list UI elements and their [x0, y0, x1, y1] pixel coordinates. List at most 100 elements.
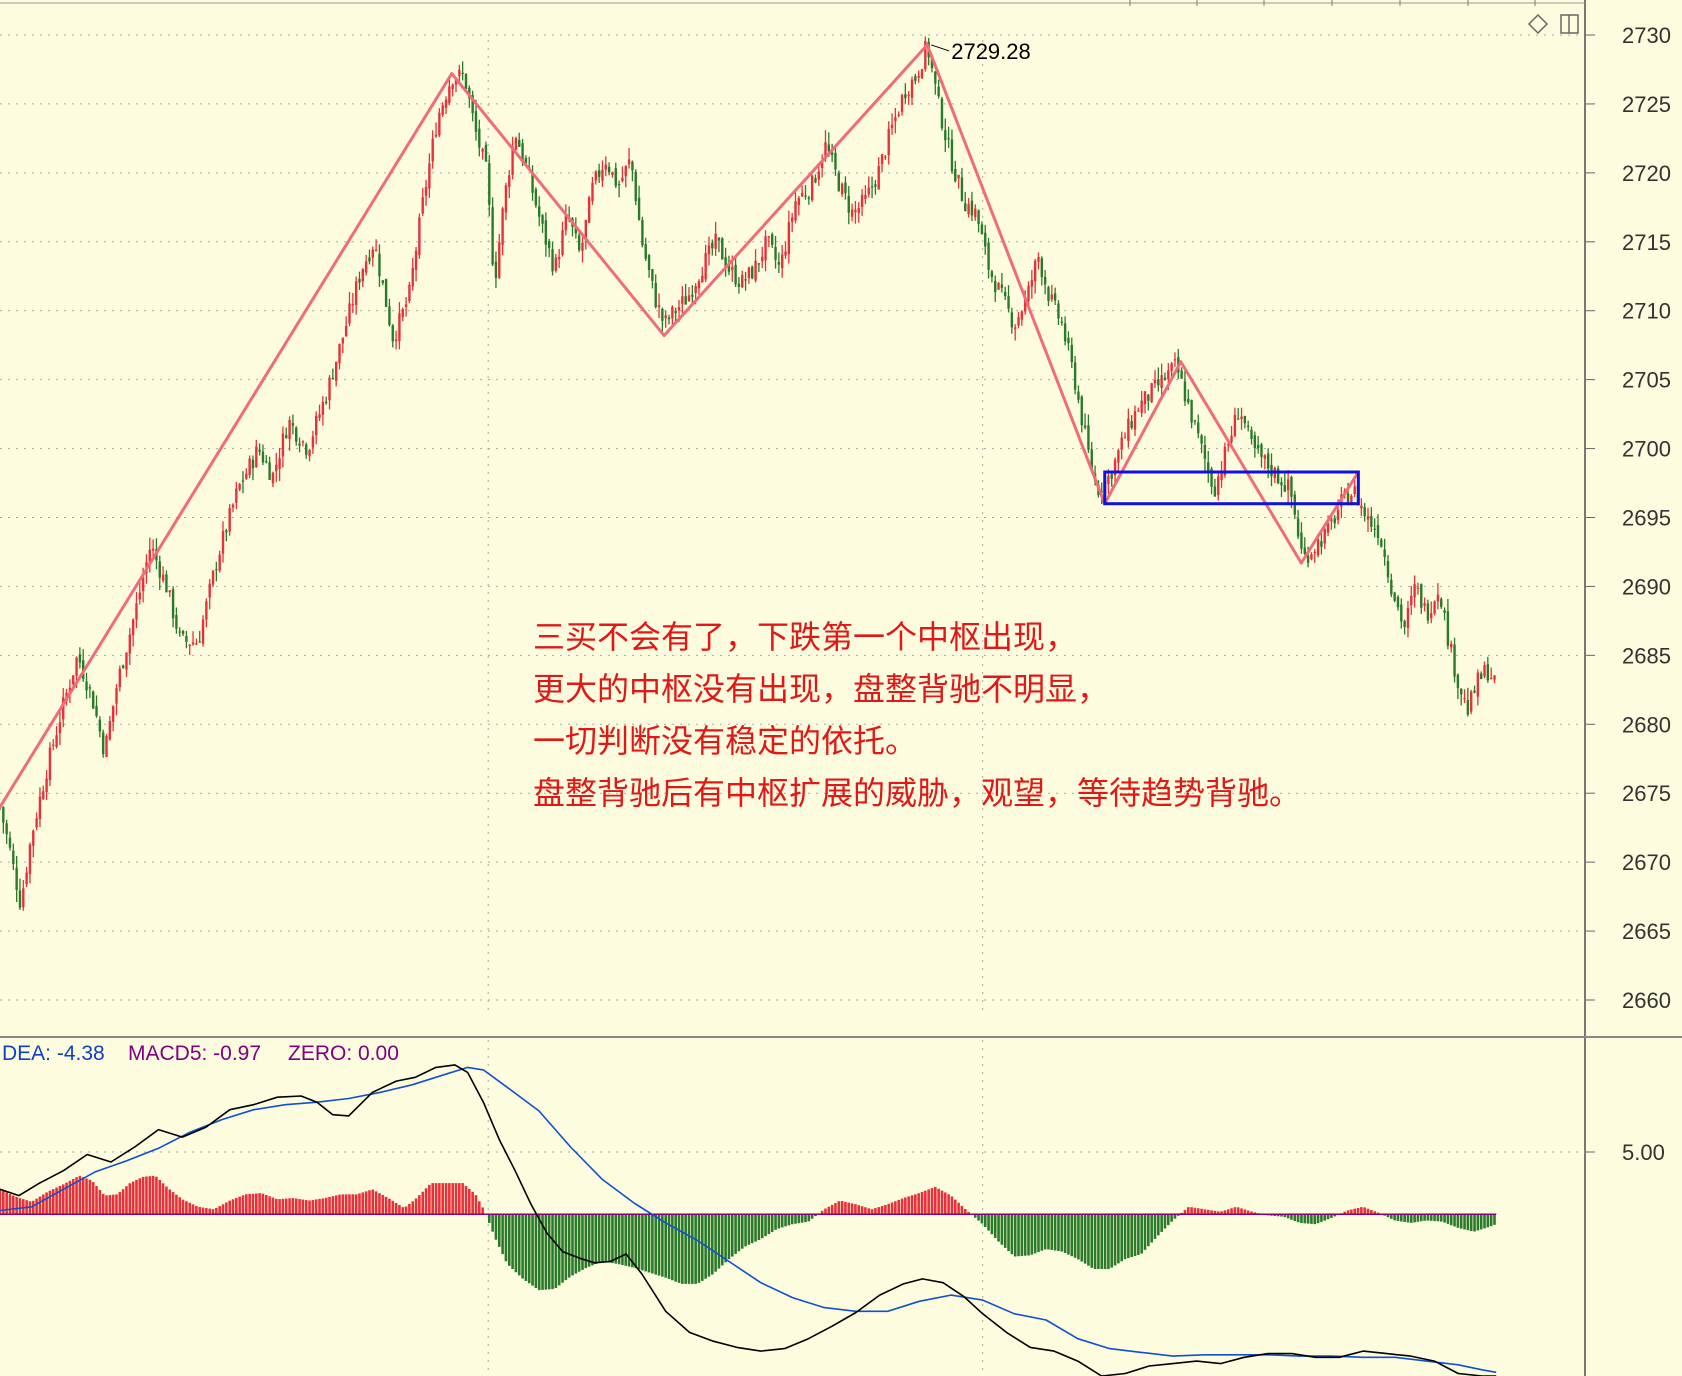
candle-body	[1250, 429, 1253, 439]
zigzag-strokes	[0, 43, 1360, 809]
candle-body	[704, 253, 707, 280]
candle-body	[1000, 284, 1004, 288]
candle-body	[1077, 391, 1080, 400]
candle-body	[421, 197, 424, 214]
candle-body	[1310, 554, 1313, 560]
candle-body	[767, 236, 771, 238]
candle-body	[414, 250, 418, 270]
y-tick-label: 2660	[1622, 988, 1671, 1013]
candle-body	[1479, 673, 1483, 679]
candle-body	[388, 306, 391, 326]
candle-body	[721, 238, 724, 260]
candle-body	[990, 271, 994, 278]
candle-body	[894, 117, 897, 122]
diamond-icon[interactable]	[1527, 13, 1549, 35]
candle-body	[551, 249, 554, 272]
candle-body	[887, 128, 890, 156]
candle-body	[641, 219, 644, 246]
zigzag-segment	[925, 43, 1107, 506]
candle-body	[984, 232, 987, 247]
candle-body	[651, 269, 654, 281]
candle-body	[361, 269, 365, 282]
candle-body	[1033, 260, 1037, 282]
candle-body	[225, 530, 228, 533]
candle-body	[1463, 698, 1466, 700]
candle-body	[554, 257, 558, 271]
candle-body	[681, 296, 684, 304]
candle-body	[664, 315, 667, 319]
candle-body	[52, 744, 55, 746]
candle-body	[1413, 584, 1416, 598]
candle-body	[198, 641, 201, 643]
candle-body	[91, 691, 95, 709]
candle-body	[315, 415, 318, 436]
candle-body	[800, 192, 804, 197]
candle-body	[281, 433, 285, 457]
candle-body	[1280, 482, 1283, 486]
candle-body	[1087, 425, 1090, 450]
candle-body	[987, 242, 990, 271]
candle-body	[1390, 579, 1393, 595]
candle-body	[1200, 435, 1203, 444]
candle-body	[1197, 422, 1200, 434]
candle-body	[1430, 613, 1433, 619]
zigzag-segment	[1299, 470, 1360, 565]
candle-body	[1266, 453, 1270, 469]
candle-body	[844, 182, 847, 194]
candle-body	[830, 152, 834, 156]
candle-body	[617, 184, 621, 186]
candle-body	[1057, 303, 1060, 319]
candle-body	[847, 195, 850, 213]
candle-body	[441, 105, 444, 115]
candle-body	[937, 86, 940, 97]
candle-body	[597, 170, 601, 177]
candle-body	[12, 850, 15, 864]
annotation-line: 一切判断没有稳定的依托。	[533, 722, 917, 760]
y-tick-label: 2680	[1622, 712, 1671, 737]
y-tick-label: 2690	[1622, 574, 1671, 599]
candle-body	[714, 233, 717, 249]
candle-body	[1316, 539, 1320, 556]
candle-body	[328, 377, 331, 401]
candle-body	[538, 206, 541, 217]
candle-body	[185, 636, 188, 642]
candle-body	[764, 236, 767, 261]
candle-body	[754, 260, 757, 281]
candle-body	[790, 217, 794, 222]
candle-body	[544, 220, 548, 245]
candle-body	[947, 138, 950, 140]
y-tick-label: 2715	[1622, 230, 1671, 255]
candle-body	[1160, 375, 1163, 389]
candle-body	[175, 614, 178, 629]
candle-body	[464, 73, 468, 90]
candle-body	[674, 310, 677, 314]
y-tick-label: 2665	[1622, 919, 1671, 944]
candle-body	[35, 818, 38, 828]
candle-body	[1443, 610, 1446, 613]
candle-body	[1456, 674, 1460, 688]
candle-body	[461, 72, 464, 74]
candle-body	[970, 200, 974, 216]
candle-body	[195, 643, 198, 645]
candle-body	[914, 76, 917, 81]
candle-body	[1290, 477, 1293, 497]
candle-body	[1070, 344, 1073, 362]
candle-body	[594, 171, 598, 181]
candle-body	[907, 94, 910, 97]
candle-body	[1473, 690, 1476, 693]
candle-body	[491, 207, 494, 265]
candle-body	[634, 171, 637, 202]
candle-body	[208, 583, 211, 598]
candle-body	[944, 130, 947, 141]
candle-body	[584, 220, 588, 240]
candle-body	[215, 569, 218, 571]
candle-body	[8, 837, 12, 848]
candle-body	[265, 461, 268, 463]
candle-body	[111, 705, 115, 722]
top-ticks	[1129, 0, 1536, 6]
candle-body	[1286, 479, 1290, 491]
price-y-axis: 2730 2725 2720 2715 2710 2705 2700 2695 2690 2685…	[1585, 23, 1671, 1013]
candle-body	[125, 652, 128, 670]
legend-zero: ZERO: 0.00	[288, 1042, 399, 1065]
panel-toggle-icon[interactable]	[1560, 14, 1579, 34]
